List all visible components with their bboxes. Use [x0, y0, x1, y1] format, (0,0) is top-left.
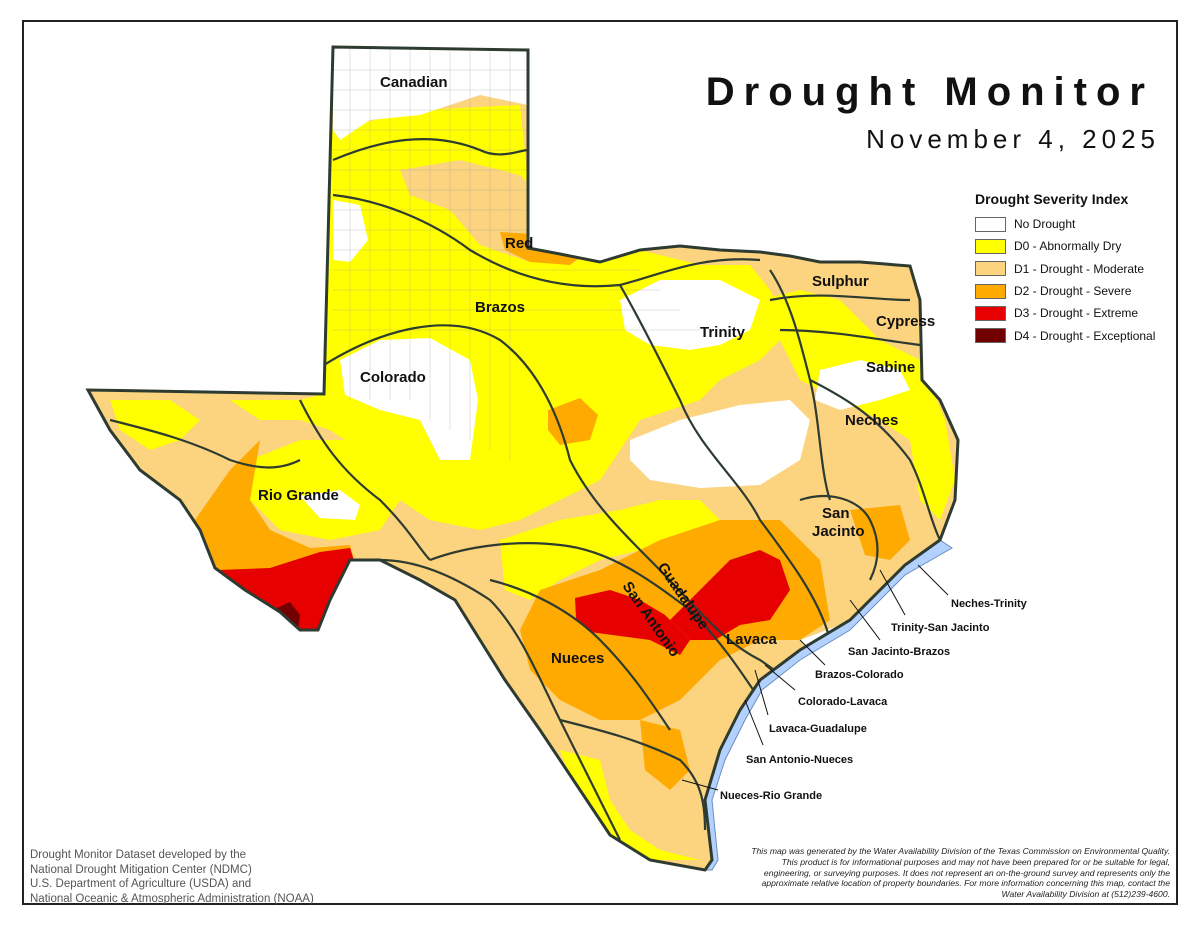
d0-south-central: [500, 500, 720, 600]
basin-label-san: San: [822, 505, 850, 522]
map-date: November 4, 2025: [866, 124, 1160, 154]
legend-label: D0 - Abnormally Dry: [1014, 239, 1122, 254]
coastal-basin-labels: Neches-Trinity Trinity-San Jacinto San J…: [720, 598, 1028, 802]
boundary-trinity: [619, 284, 832, 641]
legend-swatch: [975, 216, 1006, 232]
legend-swatch: [975, 283, 1006, 299]
legend-label: D2 - Drought - Severe: [1014, 284, 1132, 299]
legend-item-no-drought: No Drought: [975, 213, 1175, 235]
d2-east-houston: [850, 505, 910, 560]
callout-colorado-lavaca: Colorado-Lavaca: [798, 696, 888, 708]
legend-label: D1 - Drought - Moderate: [1014, 261, 1145, 276]
basin-label-jacinto: Jacinto: [812, 523, 865, 540]
d0-south-tip: [560, 750, 700, 860]
disclaimer: This map was generated by the Water Avai…: [751, 846, 1170, 900]
nodrought-colorado: [340, 338, 478, 460]
boundary-nueces-san-antonio: [489, 578, 671, 731]
nodrought-trinity: [620, 280, 760, 350]
callout-neches-trinity: Neches-Trinity: [951, 598, 1028, 610]
boundary-canadian-red: [332, 137, 529, 162]
credit-line: National Drought Mitigation Center (NDMC…: [30, 863, 252, 876]
legend-swatch: [975, 238, 1006, 254]
leader-san-jacinto-brazos: [849, 599, 881, 641]
callout-lavaca-guadalupe: Lavaca-Guadalupe: [769, 723, 867, 735]
legend-item-d3: D3 - Drought - Extreme: [975, 302, 1175, 324]
boundary-pecos: [299, 399, 431, 561]
nodrought-rio-grande: [300, 490, 360, 520]
basin-label-trinity: Trinity: [700, 324, 746, 341]
nodrought-panhandle-west: [333, 200, 368, 262]
basin-label-brazos: Brazos: [475, 299, 525, 316]
nodrought-dfw: [630, 400, 810, 488]
data-credit: Drought Monitor Dataset developed by the…: [30, 848, 314, 906]
legend-label: D4 - Drought - Exceptional: [1014, 328, 1156, 343]
d2-coastal-bend: [640, 720, 690, 790]
legend-label: D3 - Drought - Extreme: [1014, 306, 1139, 321]
legend: Drought Severity Index No Drought D0 - A…: [975, 191, 1175, 347]
d3-big-bend: [218, 548, 360, 630]
legend-item-d1: D1 - Drought - Moderate: [975, 258, 1175, 280]
basin-label-red: Red: [505, 235, 533, 252]
callout-nueces-rio-grande: Nueces-Rio Grande: [720, 790, 822, 802]
legend-swatch: [975, 305, 1006, 321]
d1-sulphur-area: [770, 255, 915, 300]
basin-label-sulphur: Sulphur: [812, 273, 869, 290]
leader-trinity-san-jacinto: [879, 569, 906, 616]
nodrought-neches: [815, 360, 910, 410]
legend-swatch: [975, 328, 1006, 344]
legend-item-d0: D0 - Abnormally Dry: [975, 235, 1175, 257]
legend-label: No Drought: [1014, 217, 1076, 232]
d3-san-antonio: [575, 590, 690, 655]
legend-item-d4: D4 - Drought - Exceptional: [975, 324, 1175, 346]
basin-boundaries: [109, 137, 941, 841]
credit-line: Drought Monitor Dataset developed by the: [30, 849, 247, 861]
legend-title: Drought Severity Index: [975, 191, 1129, 207]
legend-item-d2: D2 - Drought - Severe: [975, 280, 1175, 302]
callout-leaders: [681, 564, 949, 791]
boundary-sulphur: [769, 294, 911, 302]
boundary-neches: [809, 379, 941, 541]
basin-label-neches: Neches: [845, 412, 898, 429]
map-title: Drought Monitor: [705, 70, 1154, 114]
boundary-brazos-colorado: [323, 324, 804, 721]
boundary-rio-grande-nueces: [379, 558, 621, 841]
boundary-west: [109, 418, 301, 469]
basin-label-sabine: Sabine: [866, 359, 915, 376]
callout-san-jacinto-brazos: San Jacinto-Brazos: [848, 646, 950, 658]
leader-nueces-rio-grande: [681, 779, 719, 791]
callout-trinity-san-jacinto: Trinity-San Jacinto: [891, 622, 990, 634]
boundary-cypress: [779, 328, 921, 347]
credit-line: National Oceanic & Atmospheric Administr…: [30, 892, 314, 905]
leader-colorado-lavaca: [764, 664, 796, 691]
basin-label-nueces: Nueces: [551, 650, 604, 667]
boundary-san-jacinto: [799, 495, 879, 581]
leader-san-antonio-nueces: [744, 699, 764, 746]
basin-label-colorado: Colorado: [360, 369, 426, 386]
boundary-colorado-guadalupe: [429, 542, 761, 701]
d0-far-west: [110, 400, 200, 450]
leader-lavaca-guadalupe: [754, 669, 769, 716]
basin-label-canadian: Canadian: [380, 74, 448, 91]
credit-line: U.S. Department of Agriculture (USDA) an…: [30, 878, 252, 890]
d3-guadalupe-lavaca: [670, 550, 790, 640]
d2-central-blob: [548, 398, 598, 445]
map-frame: [22, 20, 1178, 905]
county-lines: [333, 47, 700, 460]
callout-san-antonio-nueces: San Antonio-Nueces: [746, 754, 853, 766]
legend-swatch: [975, 261, 1006, 277]
basin-label-lavaca: Lavaca: [726, 631, 778, 648]
boundary-red-brazos: [332, 193, 761, 288]
leader-neches-trinity: [917, 564, 949, 596]
leader-brazos-colorado: [799, 639, 826, 666]
boundary-south: [559, 718, 707, 831]
callout-brazos-colorado: Brazos-Colorado: [815, 669, 904, 681]
basin-label-cypress: Cypress: [876, 313, 935, 330]
basin-label-rio-grande: Rio Grande: [258, 487, 339, 504]
